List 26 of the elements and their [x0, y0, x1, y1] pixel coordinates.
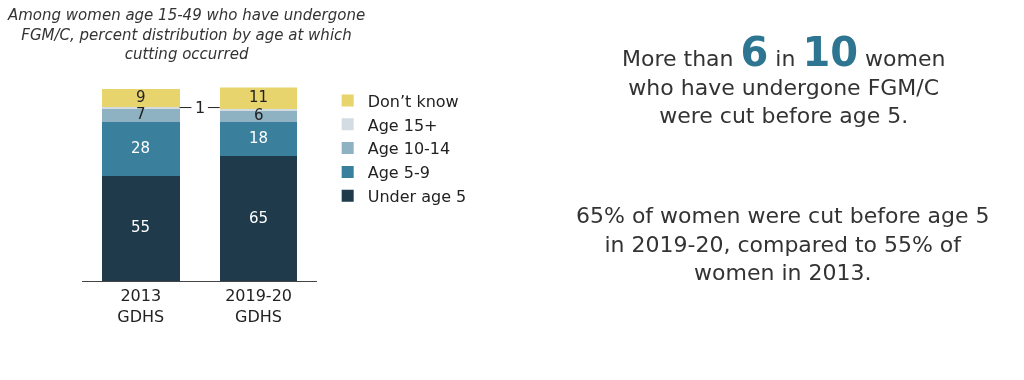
data-label: 1: [195, 98, 206, 117]
text: 65% of women were cut before age 5 in 2019-20, compared to 55% of women in 2013.: [576, 203, 990, 286]
data-label: 7: [136, 105, 146, 123]
x-tick-label: 2013 GDHS: [117, 286, 165, 327]
bar: [101, 121, 180, 176]
x-tick-label: 2019-20 GDHS: [225, 286, 292, 327]
legend-label: Don’t know: [367, 91, 459, 111]
bar: [219, 121, 298, 157]
bar: [101, 175, 180, 282]
chart-title: Among women age 15-49 who have undergone FGM/C, percent distribution by age at which cutting occurred: [7, 6, 366, 63]
data-label: 18: [249, 129, 269, 147]
legend-label: Age 15+: [367, 115, 438, 135]
bar: [101, 108, 180, 122]
data-label: 65: [249, 209, 269, 227]
bar: [219, 156, 298, 282]
bar: [219, 87, 298, 109]
data-label: 28: [131, 139, 151, 157]
bar: [101, 89, 180, 107]
data-label: 6: [254, 106, 264, 124]
legend-label: Under age 5: [367, 186, 467, 206]
legend-label: Age 5-9: [367, 163, 430, 183]
data-label: 11: [249, 88, 269, 106]
text: More than 6 in 10 women who have undergone FGM/C were cut before age 5.: [622, 29, 946, 129]
data-label: 55: [131, 218, 151, 236]
legend-label: Age 10-14: [367, 139, 451, 159]
data-label: 9: [136, 88, 146, 106]
